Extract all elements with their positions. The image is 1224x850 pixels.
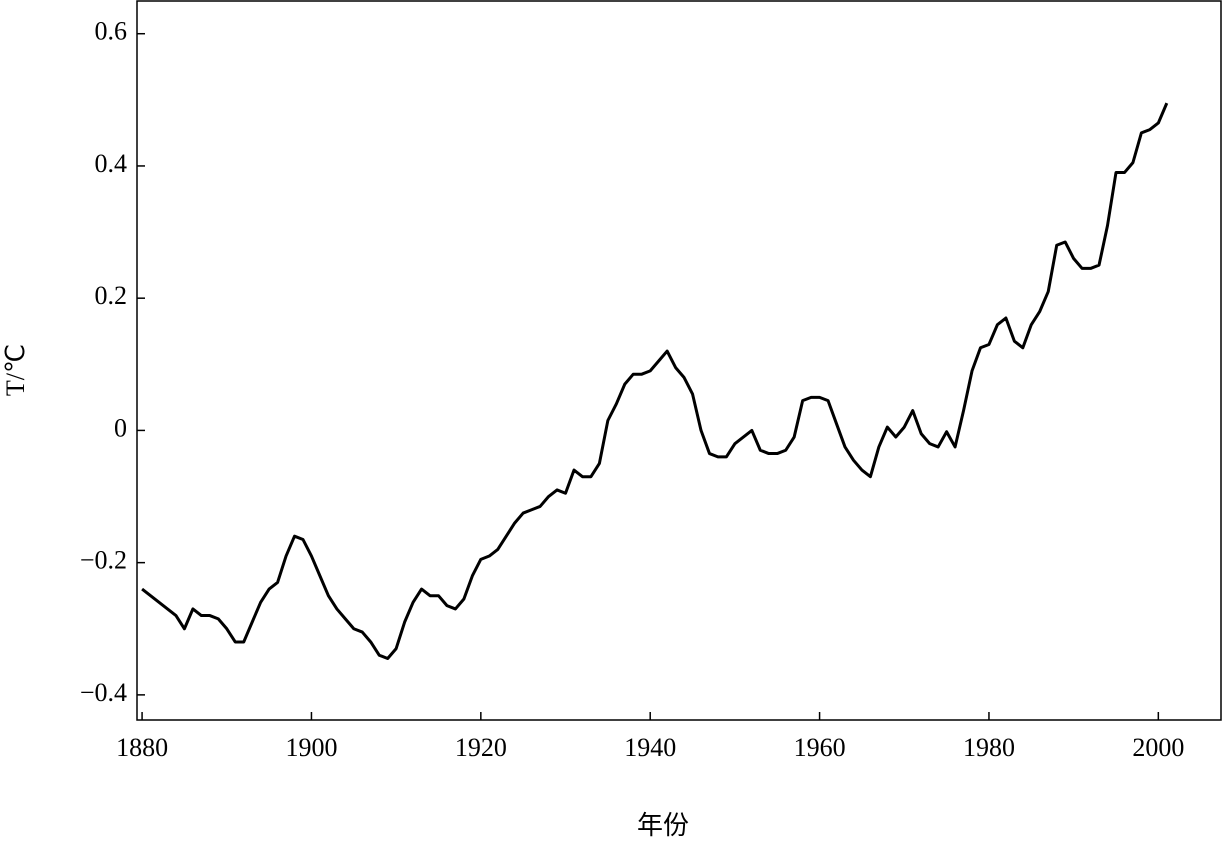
x-tick-label: 1900 [285,733,337,762]
x-tick-label: 1960 [794,733,846,762]
x-tick-label: 2000 [1132,733,1184,762]
x-tick-label: 1940 [624,733,676,762]
x-axis-label: 年份 [637,811,689,840]
y-tick-label: 0.4 [95,149,128,178]
x-tick-label: 1980 [963,733,1015,762]
plot-frame [136,0,1222,721]
x-tick-label: 1920 [455,733,507,762]
y-tick-label: −0.2 [80,546,127,575]
data-line [141,102,1169,661]
x-tick-label: 1880 [116,733,168,762]
y-tick-label: 0 [114,413,127,442]
y-tick-label: 0.6 [95,17,128,46]
y-tick-label: 0.2 [95,281,128,310]
y-axis-label: T/℃ [1,344,30,396]
y-tick-label: −0.4 [80,678,127,707]
